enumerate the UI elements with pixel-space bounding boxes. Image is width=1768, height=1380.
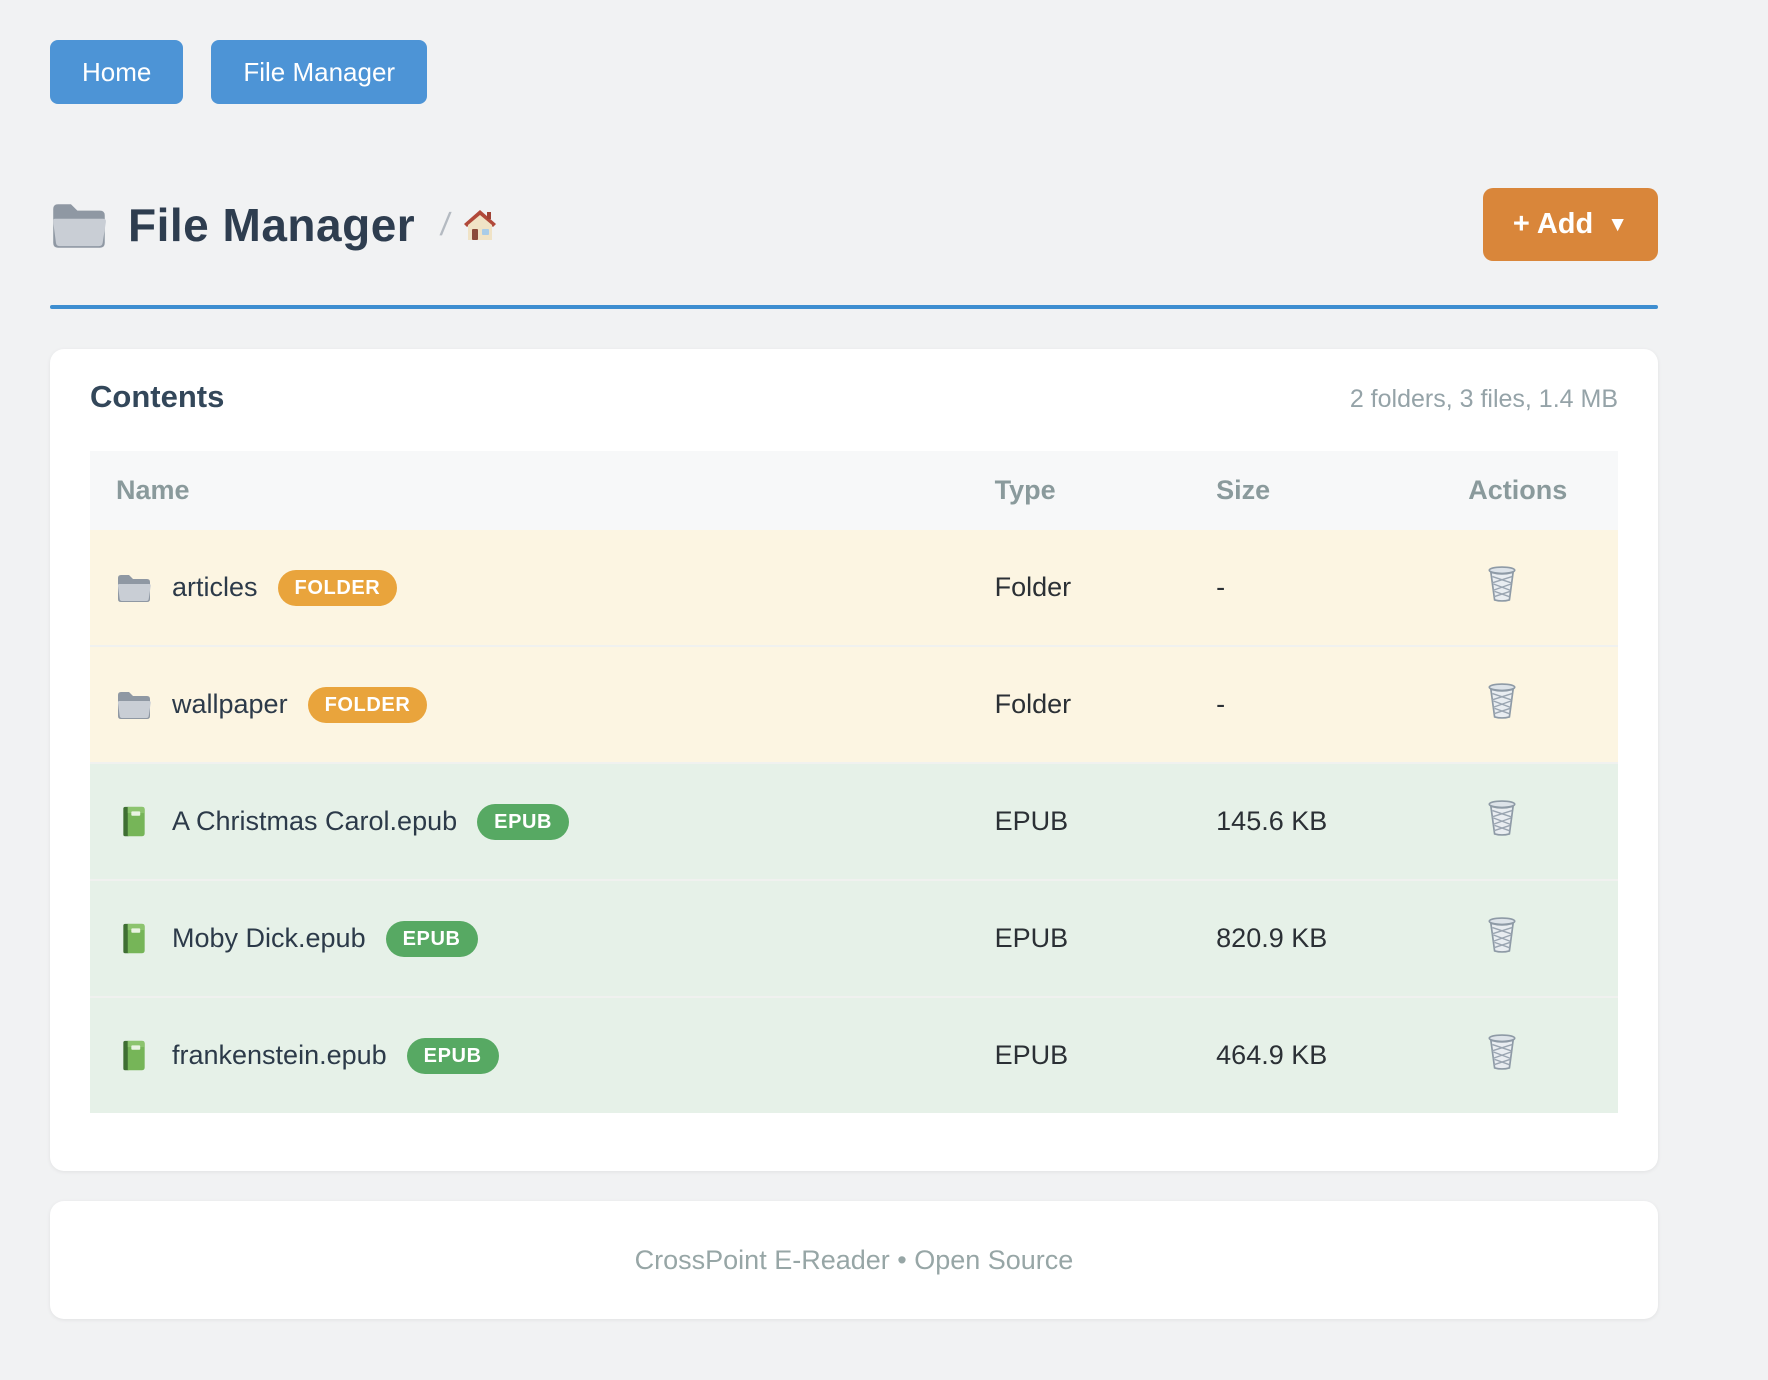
file-size: -: [1216, 689, 1226, 719]
book-icon: [116, 806, 152, 838]
table-header-row: Name Type Size Actions: [90, 451, 1618, 530]
contents-summary: 2 folders, 3 files, 1.4 MB: [1349, 385, 1618, 413]
contents-card-header: Contents 2 folders, 3 files, 1.4 MB: [90, 379, 1618, 415]
file-type: EPUB: [994, 1040, 1069, 1070]
table-row[interactable]: Moby Dick.epub EPUB EPUB 820.9 KB: [90, 880, 1618, 997]
trash-icon[interactable]: [1486, 800, 1518, 836]
add-button-label: + Add: [1512, 208, 1594, 240]
house-icon[interactable]: [462, 208, 498, 242]
folder-icon: [116, 572, 152, 604]
table-row[interactable]: wallpaper FOLDER Folder -: [90, 646, 1618, 763]
breadcrumb-separator: /: [438, 206, 453, 242]
trash-icon[interactable]: [1486, 566, 1518, 602]
file-size: 820.9 KB: [1216, 923, 1328, 953]
file-name[interactable]: frankenstein.epub: [172, 1040, 387, 1070]
trash-icon[interactable]: [1486, 917, 1518, 953]
file-name[interactable]: wallpaper: [172, 689, 288, 719]
file-name[interactable]: articles: [172, 572, 258, 602]
file-size: 464.9 KB: [1216, 1040, 1328, 1070]
folder-icon: [50, 201, 108, 249]
contents-heading: Contents: [90, 379, 225, 414]
contents-card: Contents 2 folders, 3 files, 1.4 MB Name…: [50, 349, 1658, 1171]
trash-icon[interactable]: [1486, 683, 1518, 719]
top-nav: Home File Manager: [50, 40, 1658, 104]
file-type: Folder: [994, 689, 1072, 719]
column-header-size: Size: [1190, 451, 1443, 530]
file-name[interactable]: Moby Dick.epub: [172, 923, 366, 953]
folder-icon: [116, 689, 152, 721]
file-size: 145.6 KB: [1216, 806, 1328, 836]
column-header-type: Type: [968, 451, 1191, 530]
type-badge: FOLDER: [277, 569, 398, 606]
table-body: articles FOLDER Folder - wallpaper FOLDE…: [90, 530, 1618, 1113]
file-name[interactable]: A Christmas Carol.epub: [172, 806, 458, 836]
nav-file-manager-button[interactable]: File Manager: [211, 40, 428, 104]
type-badge: EPUB: [477, 803, 570, 840]
column-header-name: Name: [90, 451, 969, 530]
type-badge: EPUB: [406, 1037, 499, 1074]
file-size: -: [1216, 572, 1226, 602]
table-row[interactable]: A Christmas Carol.epub EPUB EPUB 145.6 K…: [90, 763, 1618, 880]
type-badge: EPUB: [385, 920, 478, 957]
page: Home File Manager File Manager / + Add ▼…: [50, 40, 1658, 1319]
footer-text: CrossPoint E-Reader • Open Source: [634, 1244, 1074, 1275]
column-header-actions: Actions: [1442, 451, 1618, 530]
nav-home-button[interactable]: Home: [50, 40, 184, 104]
table-row[interactable]: frankenstein.epub EPUB EPUB 464.9 KB: [90, 997, 1618, 1113]
footer: CrossPoint E-Reader • Open Source: [50, 1201, 1658, 1319]
breadcrumb: /: [438, 206, 498, 243]
type-badge: FOLDER: [307, 686, 428, 723]
title-divider: [50, 305, 1658, 309]
chevron-down-icon: ▼: [1607, 213, 1628, 236]
page-title: File Manager: [128, 198, 416, 251]
table-row[interactable]: articles FOLDER Folder -: [90, 530, 1618, 646]
book-icon: [116, 1040, 152, 1072]
book-icon: [116, 923, 152, 955]
files-table: Name Type Size Actions articles FOLDER F…: [90, 451, 1618, 1113]
trash-icon[interactable]: [1486, 1034, 1518, 1070]
title-row: File Manager / + Add ▼: [50, 188, 1658, 261]
file-type: Folder: [994, 572, 1072, 602]
file-type: EPUB: [994, 806, 1069, 836]
file-type: EPUB: [994, 923, 1069, 953]
add-button[interactable]: + Add ▼: [1482, 188, 1658, 261]
